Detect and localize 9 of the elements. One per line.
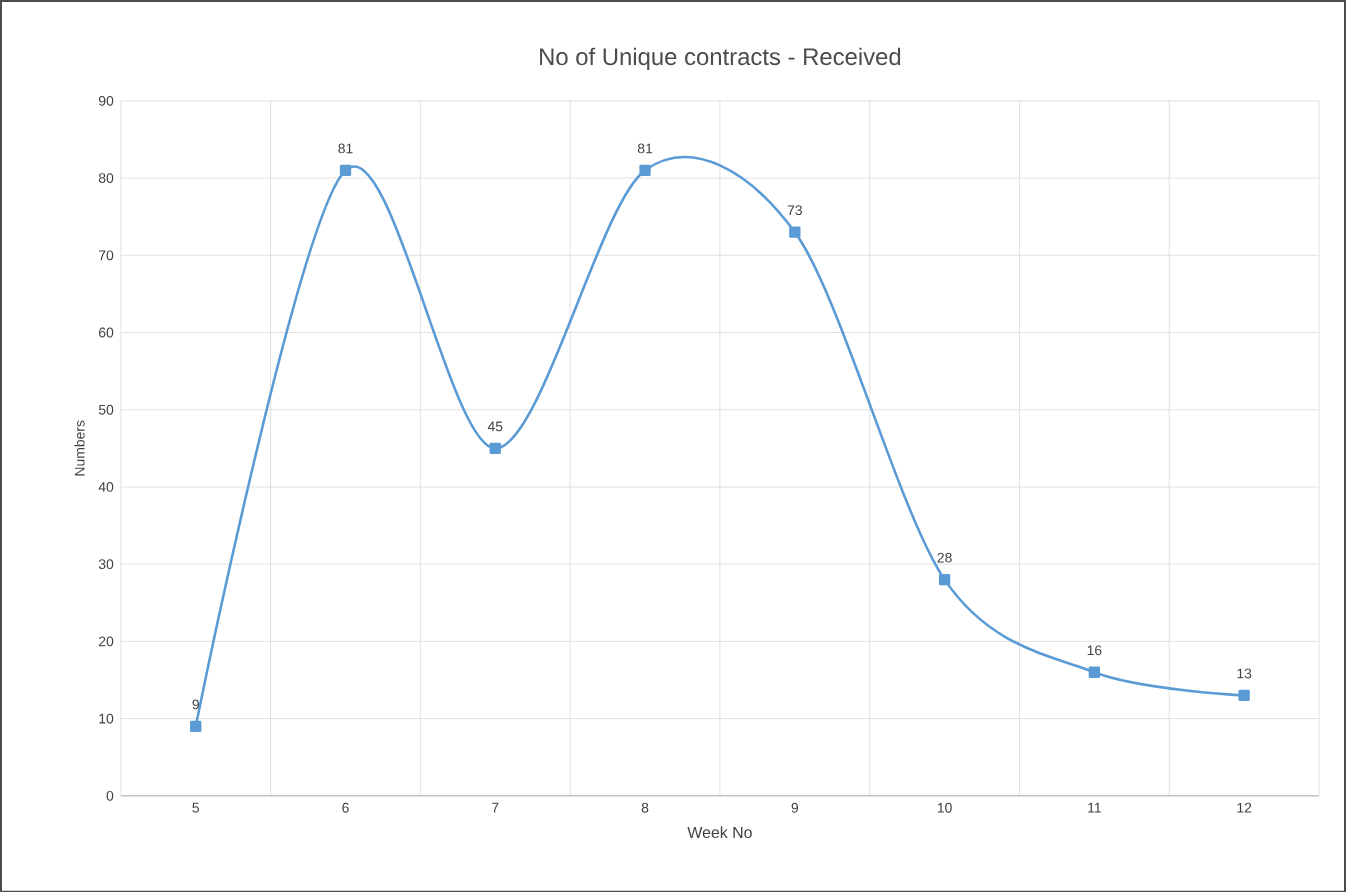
point — [190, 720, 202, 732]
point — [339, 164, 352, 176]
point — [1238, 689, 1250, 701]
point — [789, 226, 801, 238]
point — [938, 573, 951, 585]
point — [489, 442, 501, 454]
point — [1088, 666, 1101, 678]
point — [639, 164, 651, 176]
chart-title: No of Unique contracts - Received — [540, 47, 901, 70]
